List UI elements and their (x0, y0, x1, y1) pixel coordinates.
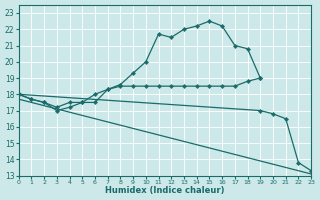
X-axis label: Humidex (Indice chaleur): Humidex (Indice chaleur) (105, 186, 225, 195)
